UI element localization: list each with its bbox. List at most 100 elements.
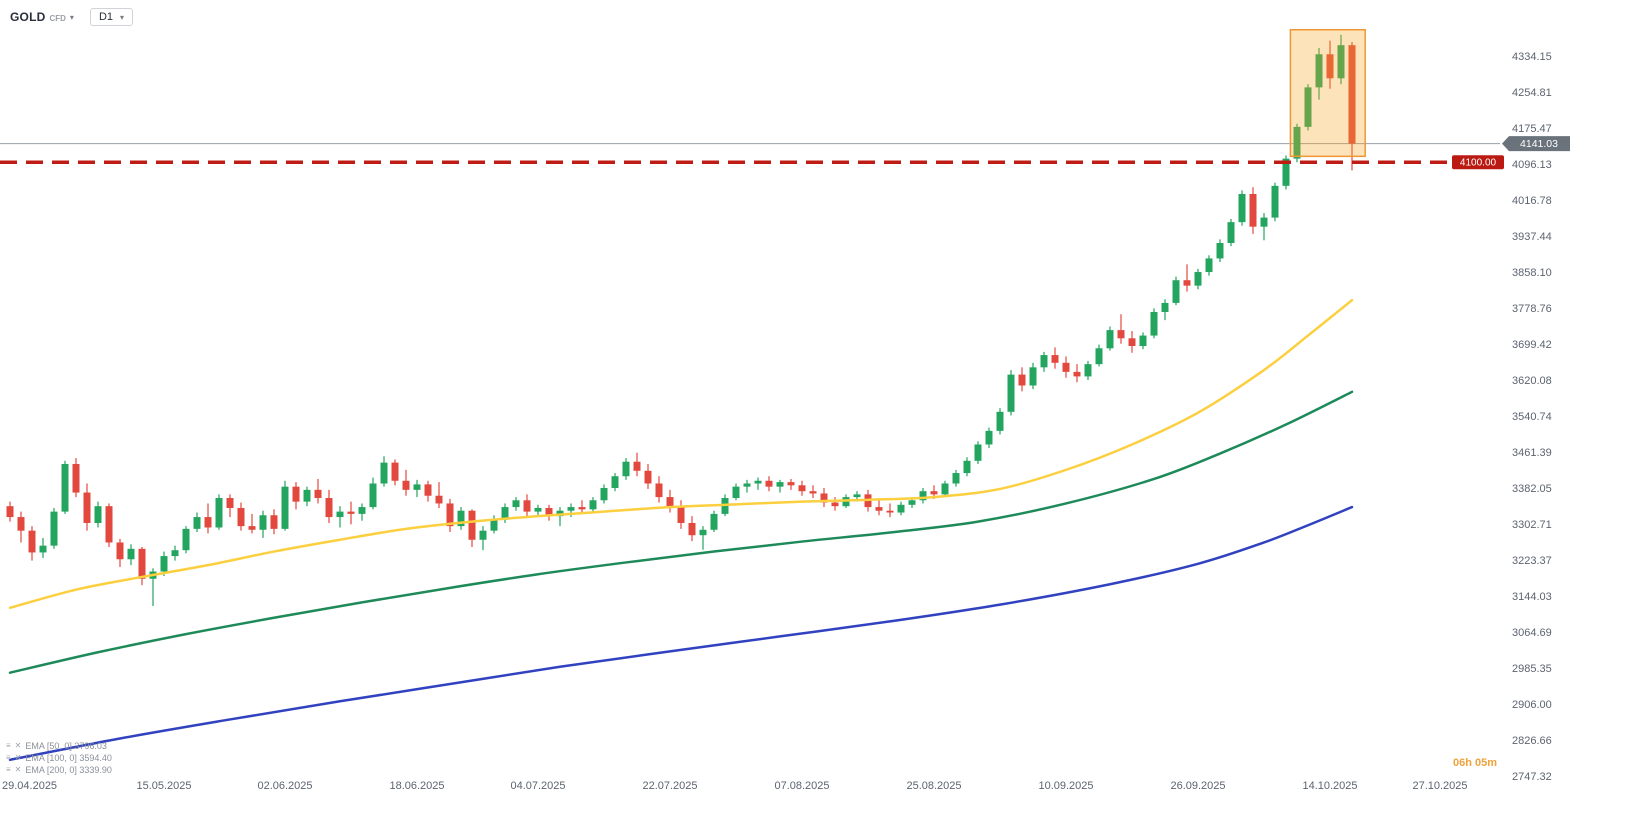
indicator-legend-row[interactable]: ≡ ✕ EMA [50, 0] 3796.03 [6, 740, 112, 751]
candle-body [1106, 330, 1114, 349]
candle-body [270, 515, 278, 529]
indicator-settings-icon[interactable]: ≡ [6, 740, 11, 750]
candle-body [776, 482, 784, 487]
time-axis-label: 07.08.2025 [774, 780, 829, 792]
symbol-selector[interactable]: GOLD CFD ▾ [10, 10, 74, 24]
candle-body [512, 500, 520, 508]
candle-body [1216, 243, 1224, 259]
candle-body [1150, 311, 1158, 336]
candle-body [919, 491, 927, 501]
price-axis-label: 3144.03 [1512, 591, 1552, 603]
price-axis-label: 3699.42 [1512, 339, 1552, 351]
candle-body [1271, 185, 1279, 218]
candle-body [1062, 362, 1070, 372]
price-axis-label: 3382.05 [1512, 483, 1552, 495]
current-price-tag [1502, 136, 1570, 152]
candle-body [765, 480, 773, 487]
candle-body [798, 485, 806, 492]
indicator-settings-icon[interactable]: ≡ [6, 764, 11, 774]
candle-body [127, 548, 135, 560]
indicator-legend-row[interactable]: ≡ ✕ EMA [200, 0] 3339.90 [6, 764, 112, 775]
candle-body [1095, 348, 1103, 365]
timeframe-value: D1 [98, 11, 113, 23]
indicator-label: EMA [50, 0] 3796.03 [25, 740, 107, 751]
candle-body [567, 507, 575, 511]
candle-body [83, 492, 91, 523]
candle-body [424, 484, 432, 496]
price-axis-label: 3858.10 [1512, 267, 1552, 279]
candle-body [1227, 222, 1235, 244]
candle-body [1040, 355, 1048, 368]
candle-body [677, 507, 685, 523]
candle-body [248, 526, 256, 530]
candle-body [1205, 258, 1213, 273]
indicator-legend-row[interactable]: ≡ ✕ EMA [100, 0] 3594.40 [6, 752, 112, 763]
candle-body [809, 491, 817, 494]
candle-body [468, 510, 476, 540]
candle-body [457, 510, 465, 527]
time-axis[interactable]: 29.04.2025 15.05.2025 02.06.2025 18.06.2025… [2, 780, 1468, 792]
time-axis-label: 10.09.2025 [1038, 780, 1093, 792]
symbol-name: GOLD [10, 10, 46, 24]
price-axis-label: 3620.08 [1512, 375, 1552, 387]
time-axis-label: 26.09.2025 [1170, 780, 1225, 792]
candle-body [193, 517, 201, 529]
ema-200-line [8, 505, 1354, 762]
candle-body [688, 522, 696, 536]
candle-body [974, 444, 982, 461]
candle-body [1260, 217, 1268, 227]
indicator-remove-icon[interactable]: ✕ [14, 752, 22, 762]
candle-body [94, 506, 102, 523]
price-axis[interactable]: 4334.15 4254.81 4175.47 4096.13 4016.78 3937.… [1512, 51, 1552, 783]
candle-body [1117, 330, 1125, 339]
alert-price-tag-label: 4100.00 [1460, 158, 1497, 169]
candle-body [1282, 158, 1290, 186]
candle-body [6, 506, 14, 518]
time-axis-label: 27.10.2025 [1412, 780, 1467, 792]
candle-body [787, 482, 795, 486]
candle-body [369, 483, 377, 508]
price-axis-label: 4334.15 [1512, 51, 1552, 63]
candle-body [1018, 374, 1026, 386]
candle-body [666, 497, 674, 508]
time-axis-label: 14.10.2025 [1302, 780, 1357, 792]
candle-body [204, 517, 212, 528]
candle-body [1315, 54, 1323, 88]
chevron-down-icon: ▾ [69, 12, 74, 22]
candle-body [105, 506, 113, 543]
candles [6, 34, 1356, 606]
time-axis-label: 29.04.2025 [2, 780, 57, 792]
price-axis-label: 3461.39 [1512, 447, 1552, 459]
candle-body [930, 491, 938, 495]
price-axis-label: 4254.81 [1512, 87, 1552, 99]
highlight-box[interactable] [1289, 29, 1366, 158]
candle-body [523, 500, 531, 512]
candle-body [1172, 280, 1180, 303]
candle-body [589, 500, 597, 510]
indicator-settings-icon[interactable]: ≡ [6, 752, 11, 762]
candle-body [303, 489, 311, 502]
candle-body [435, 495, 443, 504]
timeframe-selector[interactable]: D1 ▾ [89, 8, 134, 26]
candle-body [1348, 45, 1356, 144]
candle-body [699, 529, 707, 536]
candle-body [1007, 374, 1015, 412]
time-axis-label: 22.07.2025 [642, 780, 697, 792]
candle-body [710, 513, 718, 530]
candle-body [380, 462, 388, 484]
candle-body [820, 493, 828, 503]
candle-body [831, 502, 839, 507]
indicator-remove-icon[interactable]: ✕ [14, 764, 22, 774]
candle-body [1293, 126, 1301, 159]
alert-price-tag[interactable] [1452, 155, 1504, 170]
candle-body [292, 486, 300, 502]
price-axis-label: 3937.44 [1512, 231, 1552, 243]
candle-body [413, 484, 421, 490]
time-axis-label: 15.05.2025 [136, 780, 191, 792]
candle-body [875, 507, 883, 511]
candle-body [732, 486, 740, 499]
candle-body [39, 545, 47, 553]
price-axis-label: 3302.71 [1512, 519, 1552, 531]
indicator-remove-icon[interactable]: ✕ [14, 740, 22, 750]
